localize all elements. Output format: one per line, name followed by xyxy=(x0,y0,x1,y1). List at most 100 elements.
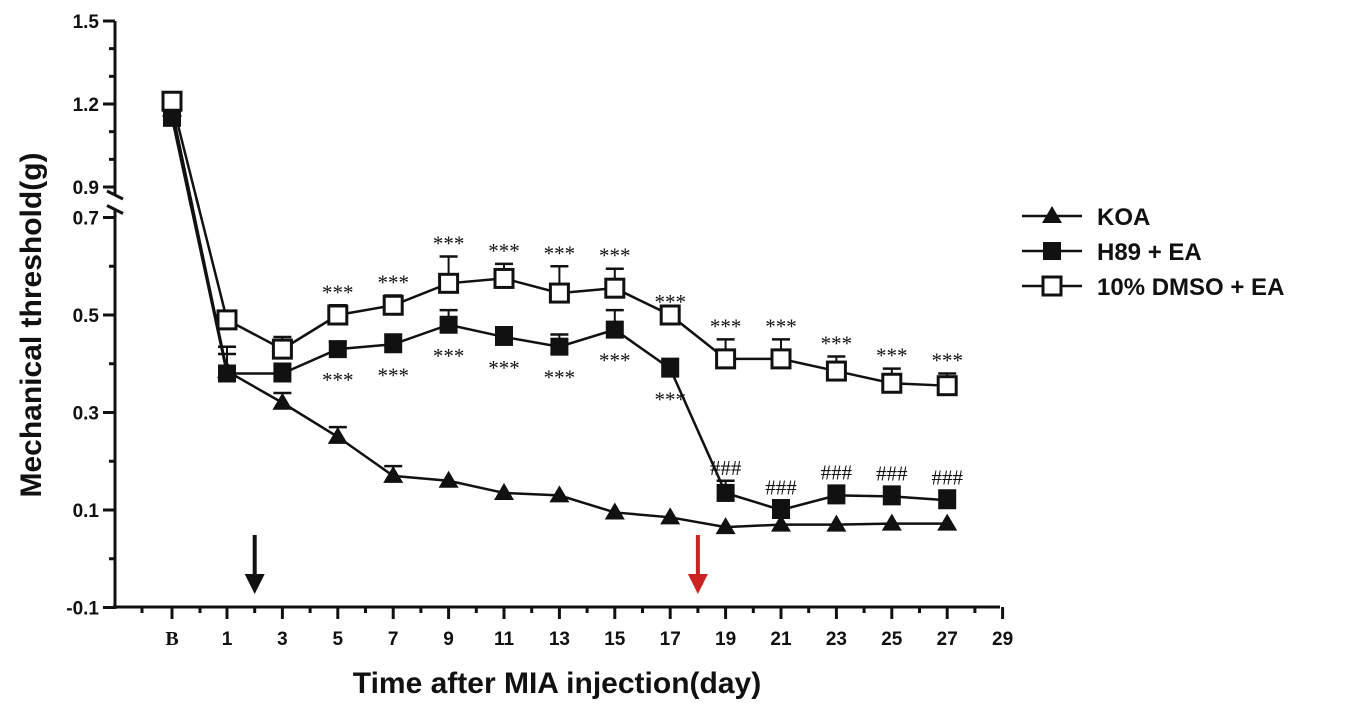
legend-marker-dmso-ea xyxy=(1041,275,1063,297)
data-point-h89-ea xyxy=(882,487,901,506)
data-point-dmso-ea xyxy=(271,338,293,360)
significance-mark-dmso: *** xyxy=(599,244,631,268)
legend-marker-h89-ea xyxy=(1043,242,1061,260)
x-tick-label: 11 xyxy=(494,629,515,650)
significance-annotations: *** *** *** *** *** *** *** *** *** *** *** *** *** *… xyxy=(322,232,963,500)
x-tick-label: 21 xyxy=(770,629,792,650)
y-tick-label: 0.9 xyxy=(73,178,99,199)
data-point-dmso-ea xyxy=(161,90,183,112)
y-axis-break-mark xyxy=(106,204,124,215)
data-point-h89-ea xyxy=(163,108,181,127)
data-point-koa xyxy=(438,470,459,488)
data-point-dmso-ea xyxy=(936,375,958,397)
significance-mark-dmso: *** xyxy=(488,239,520,263)
data-point-dmso-ea xyxy=(382,294,404,316)
data-point-koa xyxy=(272,392,293,410)
axes xyxy=(103,19,1005,619)
x-tick-label: 5 xyxy=(333,629,344,650)
data-point-dmso-ea xyxy=(327,304,349,326)
significance-mark-h89: *** xyxy=(322,368,354,392)
data-point-h89-ea xyxy=(550,337,569,356)
x-tick-label: 9 xyxy=(443,629,454,650)
legend-label: H89 + EA xyxy=(1097,239,1202,266)
y-tick-label: -0.1 xyxy=(66,599,99,620)
y-axis-title: Mechanical threshold(g) xyxy=(15,152,48,497)
significance-mark-dmso: *** xyxy=(544,241,576,265)
x-tick-label: 19 xyxy=(715,629,736,650)
x-tick-label: 25 xyxy=(881,629,903,650)
tick-labels: -0.10.10.30.50.70.91.21.5B 1 3 5 7 9 11 13 15 17 1… xyxy=(66,12,1013,650)
significance-mark-dmso: *** xyxy=(876,344,908,368)
data-point-h89-ea xyxy=(495,327,513,346)
significance-mark-h89: *** xyxy=(654,388,686,412)
data-point-h89-ea xyxy=(439,315,458,334)
y-tick-label: 0.1 xyxy=(73,501,100,522)
data-point-h89-ea xyxy=(938,491,957,510)
data-point-h89-ea xyxy=(772,501,790,519)
x-tick-label: B xyxy=(165,628,178,650)
data-point-dmso-ea xyxy=(216,309,238,331)
data-point-koa xyxy=(383,465,404,483)
y-tick-label: 0.7 xyxy=(73,209,99,230)
data-point-dmso-ea xyxy=(825,360,847,382)
data-point-dmso-ea xyxy=(548,282,570,304)
legend-marker-koa xyxy=(1042,206,1062,223)
data-point-h89-ea xyxy=(328,340,347,359)
significance-mark-dmso: *** xyxy=(377,271,409,295)
hash-mark-h89: ### xyxy=(876,462,908,486)
hash-mark-h89: ### xyxy=(821,461,853,485)
data-point-koa xyxy=(881,513,902,531)
significance-mark-dmso: *** xyxy=(654,290,686,314)
data-point-dmso-ea xyxy=(715,348,737,370)
data-point-koa xyxy=(771,514,791,532)
data-point-dmso-ea xyxy=(881,372,903,394)
x-tick-label: 13 xyxy=(549,629,570,650)
x-tick-label: 1 xyxy=(222,629,233,650)
data-point-dmso-ea xyxy=(438,272,460,294)
x-tick-label: 27 xyxy=(937,629,958,650)
treatment-arrows xyxy=(244,535,708,594)
significance-mark-h89: *** xyxy=(544,366,576,390)
data-point-h89-ea xyxy=(218,364,236,383)
significance-mark-dmso: *** xyxy=(433,232,465,256)
data-point-koa xyxy=(715,517,736,535)
data-point-h89-ea xyxy=(384,335,403,354)
hash-mark-h89: ### xyxy=(710,456,742,480)
significance-mark-h89: *** xyxy=(433,344,465,368)
y-tick-label: 1.2 xyxy=(73,95,99,116)
arrow-head xyxy=(244,574,265,594)
data-point-dmso-ea xyxy=(604,277,626,299)
hash-mark-h89: ### xyxy=(765,475,797,499)
y-axis-break-mark xyxy=(106,189,124,201)
y-tick-label: 0.3 xyxy=(73,404,99,425)
significance-mark-dmso: *** xyxy=(821,331,853,355)
data-point-koa xyxy=(549,485,570,503)
data-point-koa xyxy=(494,482,514,500)
x-tick-label: 3 xyxy=(277,629,288,650)
data-point-h89-ea xyxy=(273,364,292,383)
data-point-h89-ea xyxy=(827,486,846,505)
legend-label: 10% DMSO + EA xyxy=(1097,274,1284,301)
data-point-dmso-ea xyxy=(493,267,515,289)
data-point-dmso-ea xyxy=(659,304,681,326)
x-tick-label: 29 xyxy=(992,629,1013,650)
data-point-koa xyxy=(937,513,958,531)
y-tick-label: 1.5 xyxy=(73,12,100,33)
hash-mark-h89: ### xyxy=(931,466,963,490)
x-tick-label: 7 xyxy=(388,629,399,650)
significance-mark-h89: *** xyxy=(377,363,409,387)
arrow-head xyxy=(687,574,708,594)
legend-label: KOA xyxy=(1097,204,1150,231)
legend: KOA H89 + EA 10% DMSO + EA xyxy=(1022,204,1284,301)
data-point-koa xyxy=(327,426,348,444)
data-point-h89-ea xyxy=(661,359,680,378)
x-tick-label: 23 xyxy=(826,629,847,650)
x-axis-title: Time after MIA injection(day) xyxy=(353,667,761,700)
data-point-koa xyxy=(826,514,847,532)
data-point-koa xyxy=(604,502,625,520)
data-point-h89-ea xyxy=(605,320,624,339)
significance-mark-dmso: *** xyxy=(710,314,742,338)
data-point-koa xyxy=(660,507,681,525)
data-point-h89-ea xyxy=(716,483,735,502)
